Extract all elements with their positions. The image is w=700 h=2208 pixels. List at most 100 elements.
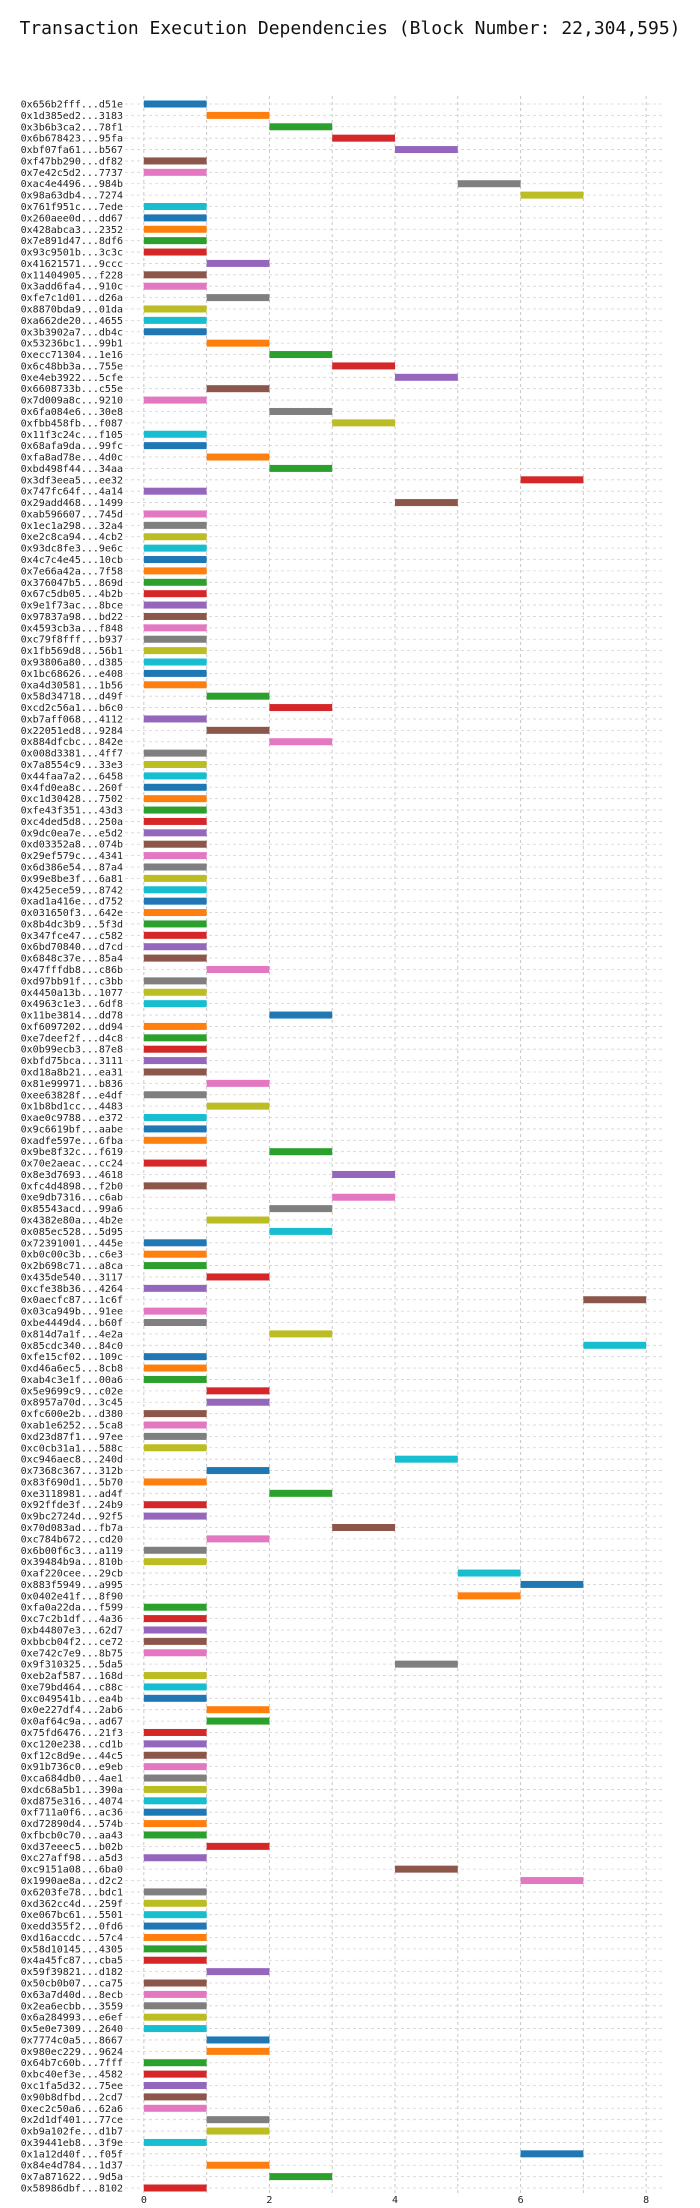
bar-0xd97bb91f...c3bb (143, 977, 207, 985)
bar-0x83f690d1...5b70 (143, 1478, 207, 1486)
y-tick-label: 0xd16accdc...57c4 (21, 1933, 123, 1944)
bar-0x9c6619bf...aabe (143, 1125, 207, 1133)
grid-lines (125, 96, 665, 2196)
bar-0xe067bc61...5501 (143, 1911, 207, 1919)
bar-0xd03352a8...074b (143, 840, 207, 848)
y-tick-label: 0xfbcb0c70...aa43 (21, 1830, 123, 1841)
y-tick-label: 0x7e42c5d2...7737 (21, 168, 123, 179)
bar-0x0aecfc87...1c6f (583, 1296, 647, 1304)
x-tick-label: 8 (643, 2195, 649, 2206)
y-tick-label: 0x428abca3...2352 (21, 225, 123, 236)
y-tick-label: 0x7774c0a5...8667 (21, 2035, 123, 2046)
y-tick-label: 0x7a8554c9...33e3 (21, 760, 123, 771)
y-tick-label: 0xbd498f44...34aa (21, 464, 123, 475)
bar-0x84e4d784...1d37 (206, 2161, 270, 2169)
y-tick-label: 0x347fce47...c582 (21, 931, 123, 942)
bar-0xb44807e3...62d7 (143, 1626, 207, 1634)
y-tick-label: 0xd23d87f1...97ee (21, 1432, 123, 1443)
y-tick-label: 0x53236bc1...99b1 (21, 339, 123, 350)
y-tick-label: 0xd72890d4...574b (21, 1819, 123, 1830)
y-tick-label: 0x3b6b3ca2...78f1 (21, 122, 123, 133)
bar-0x9be8f32c...f619 (269, 1148, 333, 1156)
y-tick-label: 0xfe7c1d01...d26a (21, 293, 123, 304)
y-tick-label: 0x6203fe78...bdc1 (21, 1887, 123, 1898)
bar-0x7a8554c9...33e3 (143, 761, 207, 769)
y-tick-label: 0xd37eeec5...b02b (21, 1842, 123, 1853)
bar-0xee63828f...e4df (143, 1091, 207, 1099)
y-tick-label: 0x1fb569d8...56b1 (21, 646, 123, 657)
y-tick-label: 0x0af64c9a...ad67 (21, 1717, 123, 1728)
bar-0x4a45fc87...cba5 (143, 1956, 207, 1964)
y-tick-label: 0x44faa7a2...6458 (21, 771, 123, 782)
bar-0x58d34718...d49f (206, 692, 270, 700)
bar-0xbf07fa61...b567 (395, 146, 458, 154)
y-tick-label: 0x747fc64f...4a14 (21, 487, 123, 498)
bar-0x64b7c60b...7fff (143, 2059, 207, 2067)
bar-0x085ec528...5d95 (269, 1227, 333, 1235)
y-tick-label: 0xedd355f2...0fd6 (21, 1922, 123, 1933)
bar-0xd875e316...4074 (143, 1797, 207, 1805)
y-tick-label: 0x260aee0d...dd67 (21, 213, 123, 224)
bar-0x41621571...9ccc (206, 259, 270, 267)
y-tick-label: 0x93dc8fe3...9e6c (21, 544, 123, 555)
y-tick-label: 0xe9db7316...c6ab (21, 1193, 123, 1204)
y-tick-label: 0x1d385ed2...3183 (21, 111, 123, 122)
y-tick-label: 0x4c7c4e45...10cb (21, 555, 123, 566)
y-tick-label: 0xc784b672...cd20 (21, 1534, 123, 1545)
bar-0x58986dbf...8102 (143, 2184, 207, 2192)
bar-0xfbb458fb...f087 (332, 419, 395, 427)
bar-0x6d386e54...87a4 (143, 863, 207, 871)
bar-0x85cdc340...84c0 (583, 1341, 647, 1349)
bar-0x2d1df401...77ce (206, 2116, 270, 2124)
y-tick-label: 0x2b698c71...a8ca (21, 1261, 123, 1272)
bar-0x883f5949...a995 (520, 1580, 584, 1588)
y-tick-label: 0x4fd0ea8c...260f (21, 783, 123, 794)
y-tick-label: 0x7d009a8c...9210 (21, 396, 123, 407)
bar-0x8e3d7693...4618 (332, 1170, 395, 1178)
bar-0x6203fe78...bdc1 (143, 1888, 207, 1896)
bar-0x9bc2724d...92f5 (143, 1512, 207, 1520)
bar-0x11be3814...dd78 (269, 1011, 333, 1019)
bar-0x656b2fff...d51e (143, 100, 207, 108)
y-tick-label: 0x376047b5...869d (21, 578, 123, 589)
y-tick-label: 0xd97bb91f...c3bb (21, 976, 123, 987)
bar-0x6c48bb3a...755e (332, 362, 395, 370)
bar-0xad1a416e...d752 (143, 897, 207, 905)
y-tick-label: 0x6848c37e...85a4 (21, 954, 123, 965)
y-tick-label: 0xadfe597e...6fba (21, 1136, 123, 1147)
bar-0x814d7a1f...4e2a (269, 1330, 333, 1338)
y-tick-label: 0x99e8be3f...6a81 (21, 874, 123, 885)
y-tick-label: 0x83f690d1...5b70 (21, 1477, 123, 1488)
bar-0x008d3381...4ff7 (143, 749, 207, 757)
y-tick-label: 0xae0c9788...e372 (21, 1113, 123, 1124)
y-tick-label: 0xd362cc4d...259f (21, 1899, 123, 1910)
y-tick-label: 0x085ec528...5d95 (21, 1227, 123, 1238)
x-tick-label: 2 (266, 2195, 272, 2206)
bar-0x39441eb8...3f9e (143, 2138, 207, 2146)
bar-0x7e42c5d2...7737 (143, 168, 207, 176)
bar-0x7368c367...312b (206, 1467, 270, 1475)
bar-0xc1fa5d32...75ee (143, 2082, 207, 2090)
y-tick-label: 0xc946aec8...240d (21, 1455, 123, 1466)
y-tick-label: 0x41621571...9ccc (21, 259, 123, 270)
bar-0x3add6fa4...910c (143, 282, 207, 290)
bar-0x98a63db4...7274 (520, 191, 584, 199)
bar-0xd46a6ec5...8cb8 (143, 1364, 207, 1372)
y-tick-label: 0x4593cb3a...f848 (21, 623, 123, 634)
y-tick-label: 0x50cb0b07...ca75 (21, 1979, 123, 1990)
bar-0xfa8ad78e...4d0c (206, 453, 270, 461)
bar-0xfa0a22da...f599 (143, 1603, 207, 1611)
y-tick-label: 0xbf07fa61...b567 (21, 145, 123, 156)
bar-0xd23d87f1...97ee (143, 1432, 207, 1440)
bar-0xf711a0f6...ac36 (143, 1808, 207, 1816)
bar-0x8b4dc3b9...5f3d (143, 920, 207, 928)
bar-0x1bc68626...e408 (143, 669, 207, 677)
bar-0xb7aff068...4112 (143, 715, 207, 723)
y-tick-label: 0x884dfcbc...842e (21, 737, 123, 748)
y-tick-label: 0x58d10145...4305 (21, 1944, 123, 1955)
y-tick-label: 0x883f5949...a995 (21, 1580, 123, 1591)
y-tick-label: 0x4a45fc87...cba5 (21, 1956, 123, 1967)
bar-0x0402e41f...8f90 (457, 1592, 521, 1600)
bar-0xadfe597e...6fba (143, 1136, 207, 1144)
bar-0x93c9501b...3c3c (143, 248, 207, 256)
